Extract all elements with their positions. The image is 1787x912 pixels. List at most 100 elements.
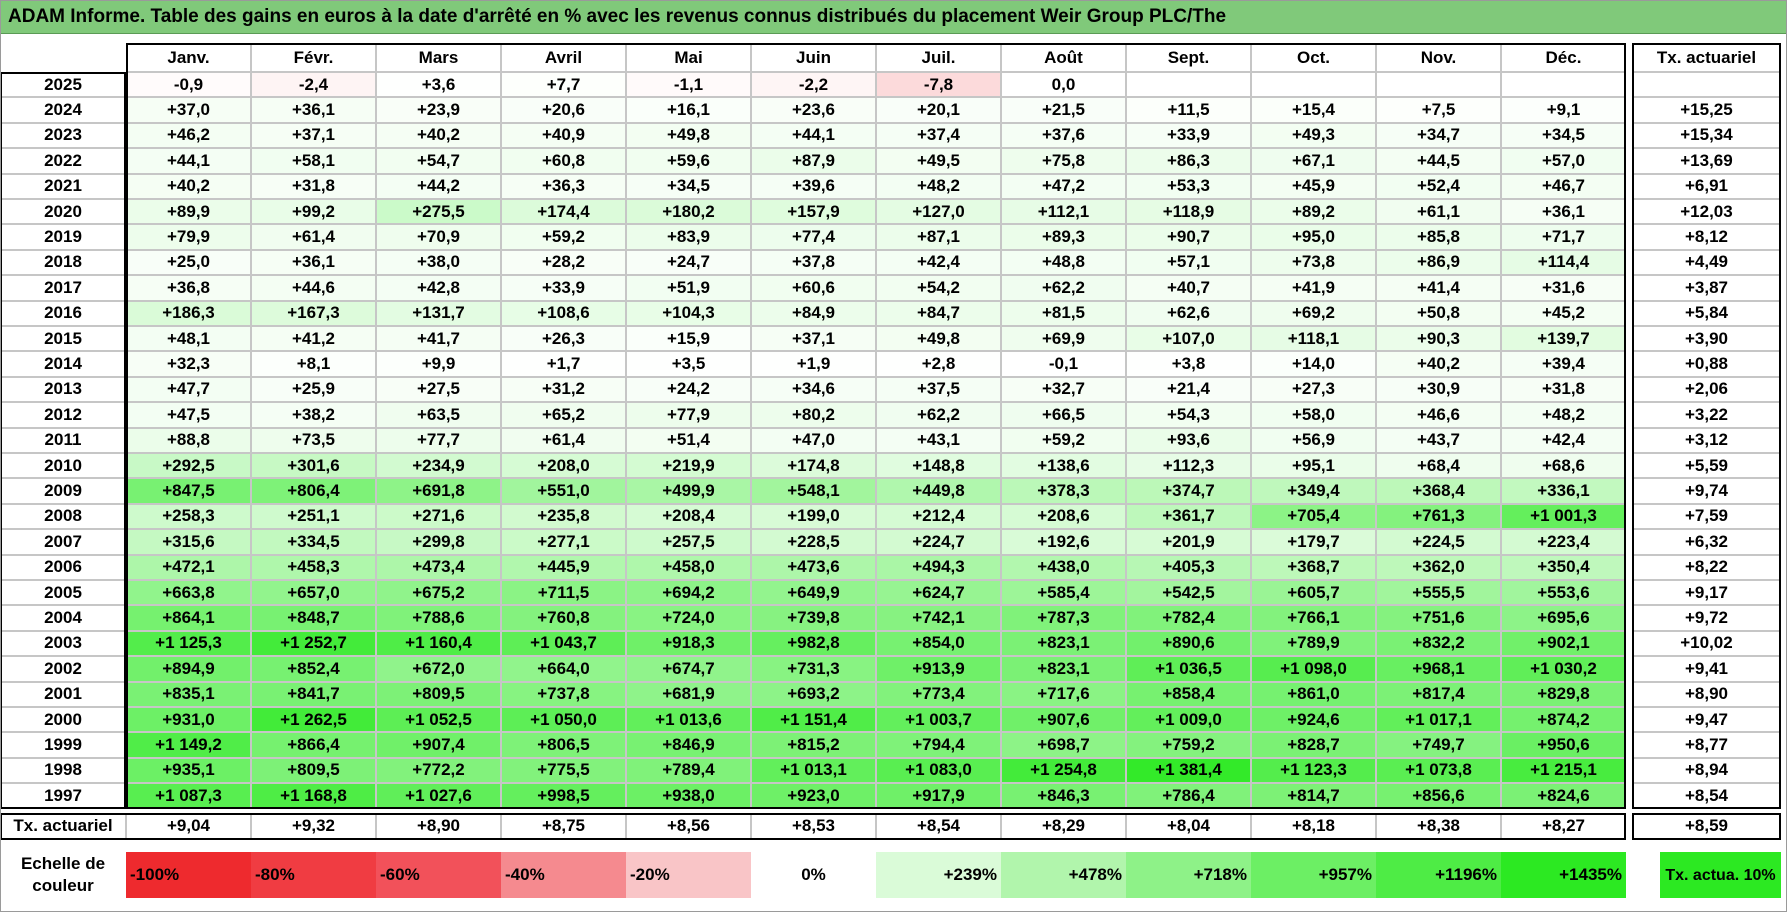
table-cell: +1 036,5	[1126, 656, 1251, 682]
table-cell: +1 087,3	[126, 783, 251, 809]
table-cell: +334,5	[251, 529, 376, 555]
table-cell: +786,4	[1126, 783, 1251, 809]
table-cell: +982,8	[751, 630, 876, 657]
table-cell: +127,0	[876, 199, 1001, 225]
table-cell: +31,2	[501, 376, 626, 403]
table-cell: +31,8	[1501, 376, 1626, 403]
table-cell: +1 168,8	[251, 783, 376, 809]
row-year-label: 2005	[0, 580, 126, 606]
table-cell: +199,0	[751, 503, 876, 530]
row-txa-value: +8,94	[1632, 757, 1781, 784]
table-cell: +37,4	[876, 122, 1001, 149]
table-cell: +24,7	[626, 249, 751, 276]
footer-txa-value: +8,04	[1126, 812, 1251, 840]
table-cell: +90,3	[1376, 326, 1501, 352]
table-cell: +31,6	[1501, 275, 1626, 301]
table-cell: +37,5	[876, 376, 1001, 403]
table-cell: +15,9	[626, 326, 751, 352]
table-cell: +40,7	[1126, 275, 1251, 301]
table-cell: +73,5	[251, 427, 376, 453]
row-year-label: 2011	[0, 427, 126, 453]
table-cell: +61,4	[501, 427, 626, 453]
table-cell: +551,0	[501, 478, 626, 504]
table-cell: +458,3	[251, 554, 376, 580]
table-cell: +62,2	[876, 402, 1001, 428]
table-cell: +998,5	[501, 783, 626, 809]
table-cell: +1 043,7	[501, 630, 626, 657]
month-header: Août	[1001, 43, 1126, 72]
footer-txa-value: +9,32	[251, 812, 376, 840]
table-cell: +917,9	[876, 783, 1001, 809]
table-cell: +108,6	[501, 300, 626, 326]
table-cell: +43,7	[1376, 427, 1501, 453]
table-cell: +167,3	[251, 300, 376, 326]
table-cell: +874,2	[1501, 707, 1626, 733]
table-cell: +66,5	[1001, 402, 1126, 428]
table-cell: +53,3	[1126, 173, 1251, 199]
row-year-label: 2020	[0, 199, 126, 225]
table-cell: +69,9	[1001, 326, 1126, 352]
table-cell: +44,2	[376, 173, 501, 199]
table-cell: +174,8	[751, 453, 876, 479]
table-cell: +60,6	[751, 275, 876, 301]
row-txa-value: +8,90	[1632, 681, 1781, 707]
table-cell: +38,2	[251, 402, 376, 428]
table-cell	[1126, 72, 1251, 98]
table-cell: +3,8	[1126, 351, 1251, 377]
footer-txa-value: +8,27	[1501, 812, 1626, 840]
table-cell: +749,7	[1376, 732, 1501, 758]
table-cell: +806,4	[251, 478, 376, 504]
table-cell: +553,6	[1501, 580, 1626, 606]
table-cell: +789,9	[1251, 630, 1376, 657]
table-cell: +817,4	[1376, 681, 1501, 707]
color-scale-step: +1196%	[1376, 852, 1501, 898]
table-cell: +299,8	[376, 529, 501, 555]
month-header: Janv.	[126, 43, 251, 72]
table-cell: +292,5	[126, 453, 251, 479]
table-cell: +49,5	[876, 148, 1001, 174]
table-cell: +1,7	[501, 351, 626, 377]
row-year-label: 2003	[0, 630, 126, 657]
table-cell: +806,5	[501, 732, 626, 758]
color-scale-label: Echelle de couleur	[20, 854, 106, 895]
table-cell: +24,2	[626, 376, 751, 403]
table-cell: +28,2	[501, 249, 626, 276]
row-txa-value: +9,41	[1632, 656, 1781, 682]
table-cell: +731,3	[751, 656, 876, 682]
month-header: Oct.	[1251, 43, 1376, 72]
table-cell: +691,8	[376, 478, 501, 504]
row-year-label: 2008	[0, 503, 126, 530]
month-header: Avril	[501, 43, 626, 72]
row-year-label: 1998	[0, 757, 126, 784]
table-cell: +737,8	[501, 681, 626, 707]
table-cell: +275,5	[376, 199, 501, 225]
table-cell: +931,0	[126, 707, 251, 733]
row-txa-value: +2,06	[1632, 376, 1781, 403]
table-cell: +34,5	[1501, 122, 1626, 149]
table-cell: +473,6	[751, 554, 876, 580]
table-cell: +649,9	[751, 580, 876, 606]
table-cell: +139,7	[1501, 326, 1626, 352]
row-year-label: 2016	[0, 300, 126, 326]
table-cell: +14,0	[1251, 351, 1376, 377]
table-cell: +47,5	[126, 402, 251, 428]
table-cell: +224,5	[1376, 529, 1501, 555]
table-cell: +131,7	[376, 300, 501, 326]
table-cell: -2,4	[251, 72, 376, 98]
table-cell: +33,9	[1126, 122, 1251, 149]
table-cell: +27,5	[376, 376, 501, 403]
table-cell: +93,6	[1126, 427, 1251, 453]
table-cell: +77,4	[751, 224, 876, 250]
table-cell: -0,1	[1001, 351, 1126, 377]
footer-txa-value: +9,04	[126, 812, 251, 840]
table-cell: +3,6	[376, 72, 501, 98]
color-scale-step: +239%	[876, 852, 1001, 898]
table-cell: +605,7	[1251, 580, 1376, 606]
table-cell: +1 215,1	[1501, 757, 1626, 784]
table-cell: +48,1	[126, 326, 251, 352]
table-cell: +907,6	[1001, 707, 1126, 733]
table-cell: +759,2	[1126, 732, 1251, 758]
table-cell: +219,9	[626, 453, 751, 479]
table-cell: +902,1	[1501, 630, 1626, 657]
table-cell: +89,3	[1001, 224, 1126, 250]
